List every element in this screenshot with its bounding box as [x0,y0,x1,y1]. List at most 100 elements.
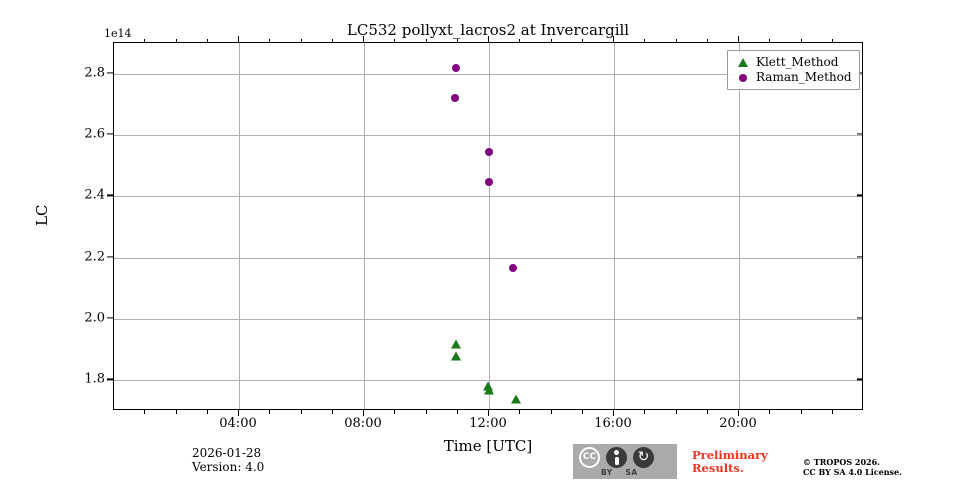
x-axis-tick-mark [738,410,740,416]
x-axis-tick-label: 20:00 [719,416,757,431]
cc-license-badge-icon: CC ↻ BY SA [572,443,678,480]
x-axis-minor-tick [800,410,802,414]
x-axis-minor-tick [144,410,146,414]
x-axis-minor-tick-top [269,38,271,42]
y-axis-tick-mark-right [857,378,863,380]
y-axis-tick-mark [107,256,113,258]
y-axis-tick-mark [107,133,113,135]
plot-area [113,42,863,410]
x-axis-minor-tick [550,410,552,414]
y-axis-tick-mark [107,72,113,74]
x-axis-minor-tick [331,410,333,414]
legend-label-klett: Klett_Method [756,55,839,69]
x-axis-minor-tick-top [206,38,208,42]
gridline-vertical [614,43,615,409]
legend: Klett_Method Raman_Method [727,50,860,90]
y-axis-tick-mark [107,317,113,319]
x-axis-tick-label: 16:00 [594,416,632,431]
x-axis-minor-tick-top [394,38,396,42]
cc-by-label: BY [601,468,613,477]
page-title: LC532 pollyxt_lacros2 at Invercargill [346,21,630,39]
x-axis-minor-tick-top [300,38,302,42]
x-axis-minor-tick-top [331,38,333,42]
x-axis-minor-tick-top [800,38,802,42]
x-axis-tick-mark-top [363,36,365,42]
gridline-horizontal [114,319,862,320]
x-axis-tick-label: 08:00 [344,416,382,431]
triangle-marker-icon [734,58,752,67]
x-axis-label: Time [UTC] [443,437,533,455]
y-axis-tick-label: 2.0 [84,310,105,326]
x-axis-minor-tick-top [675,38,677,42]
y-axis-offset-label: 1e14 [104,27,132,40]
y-axis-tick-mark-right [857,317,863,319]
gridlines [114,43,862,409]
legend-item-klett: Klett_Method [734,55,852,70]
x-axis-minor-tick [269,410,271,414]
x-axis-minor-tick-top [644,38,646,42]
x-axis-tick-label: 12:00 [469,416,507,431]
copyright-line-1: © TROPOS 2026. [803,457,880,467]
data-point-raman-method [451,93,460,102]
x-axis-minor-tick-top [456,38,458,42]
y-axis-tick-label: 2.8 [84,65,105,81]
x-axis-tick-mark-top [488,36,490,42]
x-axis-minor-tick-top [144,38,146,42]
data-point-raman-method [451,63,460,72]
preliminary-results-note: Preliminary Results. [692,449,768,475]
gridline-horizontal [114,135,862,136]
x-axis-minor-tick [394,410,396,414]
x-axis-minor-tick-top [425,38,427,42]
y-axis-label: LC [33,204,51,226]
y-axis-tick-mark-right [857,72,863,74]
cc-sa-label: SA [625,468,638,477]
x-axis-minor-tick-top [581,38,583,42]
cc-sa-share-alike-icon: ↻ [633,446,654,468]
x-axis-minor-tick [206,410,208,414]
data-point-klett-method [510,394,521,404]
data-point-klett-method [483,385,494,395]
x-axis-tick-mark [488,410,490,416]
gridline-vertical [739,43,740,409]
x-axis-minor-tick-top [831,38,833,42]
y-axis-tick-label: 2.4 [84,187,105,203]
circle-marker-icon [734,73,752,82]
x-axis-tick-label: 04:00 [219,416,257,431]
gridline-vertical [489,43,490,409]
preliminary-line-1: Preliminary [692,448,768,462]
x-axis-minor-tick-top [550,38,552,42]
x-axis-minor-tick [300,410,302,414]
x-axis-minor-tick-top [519,38,521,42]
y-axis-tick-mark-right [857,133,863,135]
x-axis-minor-tick [581,410,583,414]
data-points-layer [114,43,862,409]
y-axis-tick-mark-right [857,194,863,196]
x-axis-minor-tick [519,410,521,414]
legend-label-raman: Raman_Method [756,70,852,84]
copyright-note: © TROPOS 2026. CC BY SA 4.0 License. [803,457,902,477]
gridline-horizontal [114,257,862,259]
footer-version: Version: 4.0 [192,460,265,474]
y-axis-tick-label: 2.2 [84,249,105,265]
y-axis-tick-label: 2.6 [84,126,105,142]
y-axis-tick-mark [107,194,113,196]
gridline-vertical [364,43,365,409]
x-axis-minor-tick [425,410,427,414]
x-axis-tick-mark-top [613,36,615,42]
y-axis-tick-mark-right [857,256,863,258]
x-axis-minor-tick [769,410,771,414]
x-axis-minor-tick [831,410,833,414]
gridline-horizontal [114,380,862,382]
x-axis-minor-tick [706,410,708,414]
data-point-raman-method [485,178,493,187]
copyright-line-2: CC BY SA 4.0 License. [803,467,902,477]
x-axis-tick-mark-top [738,36,740,42]
x-axis-minor-tick [675,410,677,414]
gridline-horizontal [114,196,862,198]
x-axis-tick-mark [613,410,615,416]
footer-date: 2026-01-28 [192,446,262,460]
x-axis-minor-tick [644,410,646,414]
x-axis-minor-tick-top [175,38,177,42]
x-axis-tick-mark-top [238,36,240,42]
